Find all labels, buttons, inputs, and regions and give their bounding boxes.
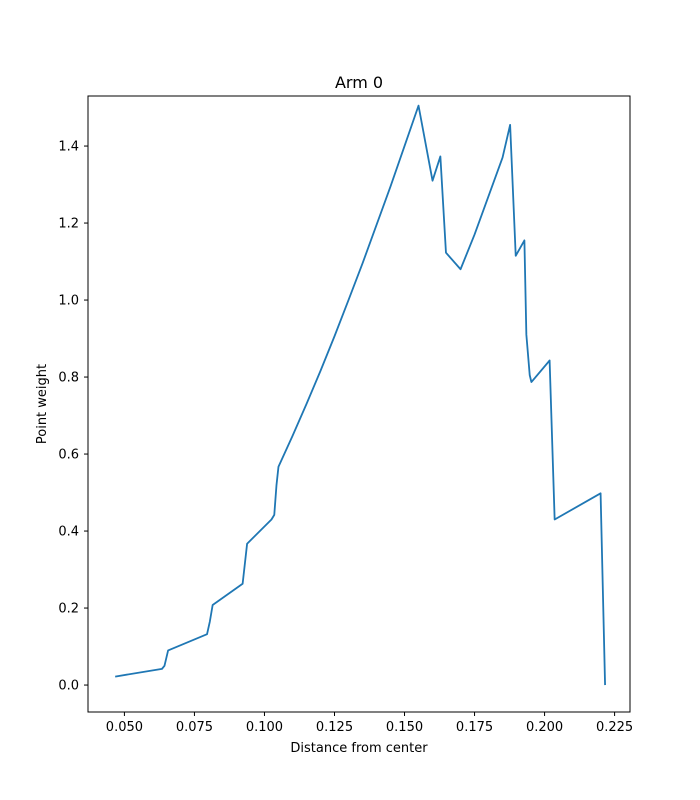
y-tick-label: 1.0 bbox=[58, 294, 79, 309]
x-tick-label: 0.100 bbox=[246, 720, 283, 735]
y-tick-label: 0.2 bbox=[58, 602, 79, 617]
y-tick-label: 0.6 bbox=[58, 448, 79, 463]
x-tick-label: 0.200 bbox=[526, 720, 563, 735]
x-axis: 0.050 0.075 0.100 0.125 0.150 0.175 0.200 0.225 bbox=[106, 712, 633, 735]
y-tick-label: 0.8 bbox=[58, 371, 79, 386]
x-tick-label: 0.225 bbox=[596, 720, 633, 735]
y-axis: 0.0 0.2 0.4 0.6 0.8 1.0 1.2 1.4 bbox=[58, 140, 88, 694]
x-tick-label: 0.075 bbox=[176, 720, 213, 735]
plot-area bbox=[88, 96, 630, 712]
y-tick-label: 1.4 bbox=[58, 140, 79, 155]
y-tick-label: 1.2 bbox=[58, 217, 79, 232]
chart-title: Arm 0 bbox=[335, 73, 383, 92]
plot-frame bbox=[87, 95, 631, 713]
x-tick-label: 0.125 bbox=[316, 720, 353, 735]
series-line bbox=[115, 104, 606, 686]
x-tick-label: 0.050 bbox=[106, 720, 143, 735]
y-tick-label: 0.4 bbox=[58, 525, 79, 540]
y-tick-label: 0.0 bbox=[58, 679, 79, 694]
x-tick-label: 0.175 bbox=[456, 720, 493, 735]
y-axis-label: Point weight bbox=[35, 364, 50, 444]
x-tick-label: 0.150 bbox=[386, 720, 423, 735]
x-axis-label: Distance from center bbox=[290, 741, 428, 756]
